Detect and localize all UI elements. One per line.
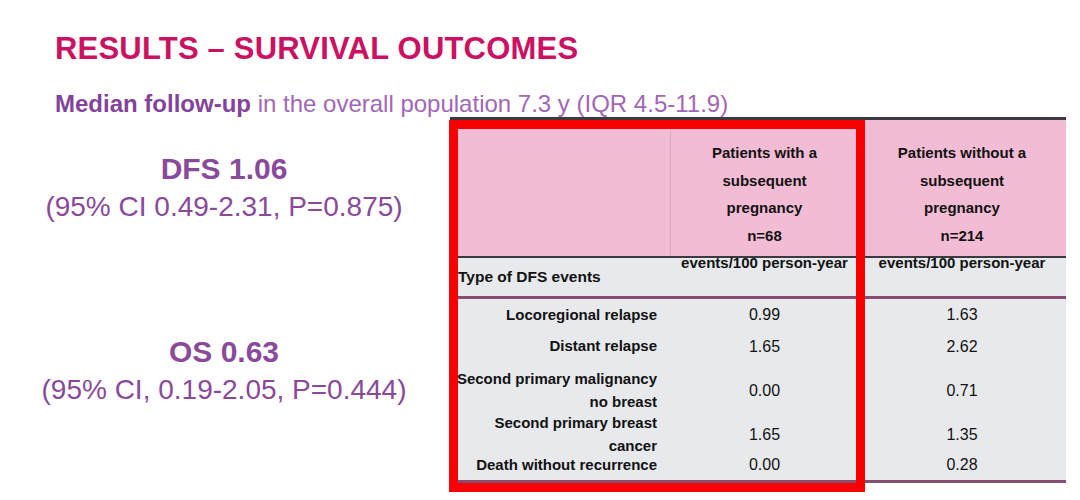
slide-title: RESULTS – SURVIVAL OUTCOMES [55,31,578,67]
header-cell-without-pregnancy: Patients without a subsequent pregnancy … [858,120,1066,256]
value-with-pregnancy: 0.00 [671,382,858,400]
median-followup-line: Median follow-up in the overall populati… [55,90,728,118]
header-cell-empty [450,120,671,256]
dfs-stat: DFS 1.06 (95% CI 0.49-2.31, P=0.875) [0,150,448,226]
table-row: Second primary malignancy no breast 0.00… [450,362,1066,419]
header-line: pregnancy [671,194,858,222]
os-hazard-ratio: OS 0.63 [0,333,448,371]
table-row: Locoregional relapse 0.99 1.63 [450,299,1066,331]
table-row: Distant relapse 1.65 2.62 [450,331,1066,362]
dfs-events-table: Patients with a subsequent pregnancy n=6… [450,117,1066,483]
median-followup-label: Median follow-up [55,90,251,117]
header-line: Patients without a subsequent [858,139,1066,194]
value-with-pregnancy: 0.00 [671,456,858,474]
header-line: pregnancy [858,194,1066,222]
table-row: Second primary breast cancer 1.65 1.35 [450,419,1066,450]
value-with-pregnancy: 0.99 [671,306,858,324]
row-label: Second primary malignancy no breast [450,368,671,413]
value-without-pregnancy: 0.71 [858,382,1066,400]
header-line: events/100 person-year [858,249,1066,277]
value-without-pregnancy: 1.35 [858,426,1066,444]
value-without-pregnancy: 0.28 [858,456,1066,474]
dfs-confidence-interval: (95% CI 0.49-2.31, P=0.875) [0,188,448,226]
header-line: n=68 [671,222,858,250]
row-label: Death without recurrence [450,454,671,477]
value-with-pregnancy: 1.65 [671,426,858,444]
header-line: Patients with a subsequent [671,139,858,194]
value-without-pregnancy: 1.63 [858,306,1066,324]
table-header-row: Patients with a subsequent pregnancy n=6… [450,120,1066,258]
os-stat: OS 0.63 (95% CI, 0.19-2.05, P=0.444) [0,333,448,409]
value-without-pregnancy: 2.62 [858,338,1066,356]
table-row: Death without recurrence 0.00 0.28 [450,450,1066,480]
header-line: events/100 person-year [671,249,858,277]
table-body: Locoregional relapse 0.99 1.63 Distant r… [450,299,1066,483]
header-cell-with-pregnancy: Patients with a subsequent pregnancy n=6… [671,120,858,256]
dfs-hazard-ratio: DFS 1.06 [0,150,448,188]
row-label: Distant relapse [450,335,671,358]
os-confidence-interval: (95% CI, 0.19-2.05, P=0.444) [0,371,448,409]
median-followup-text: in the overall population 7.3 y (IQR 4.5… [251,90,728,117]
header-line: n=214 [858,222,1066,250]
value-with-pregnancy: 1.65 [671,338,858,356]
row-label: Locoregional relapse [450,304,671,327]
row-label: Second primary breast cancer [450,412,671,457]
